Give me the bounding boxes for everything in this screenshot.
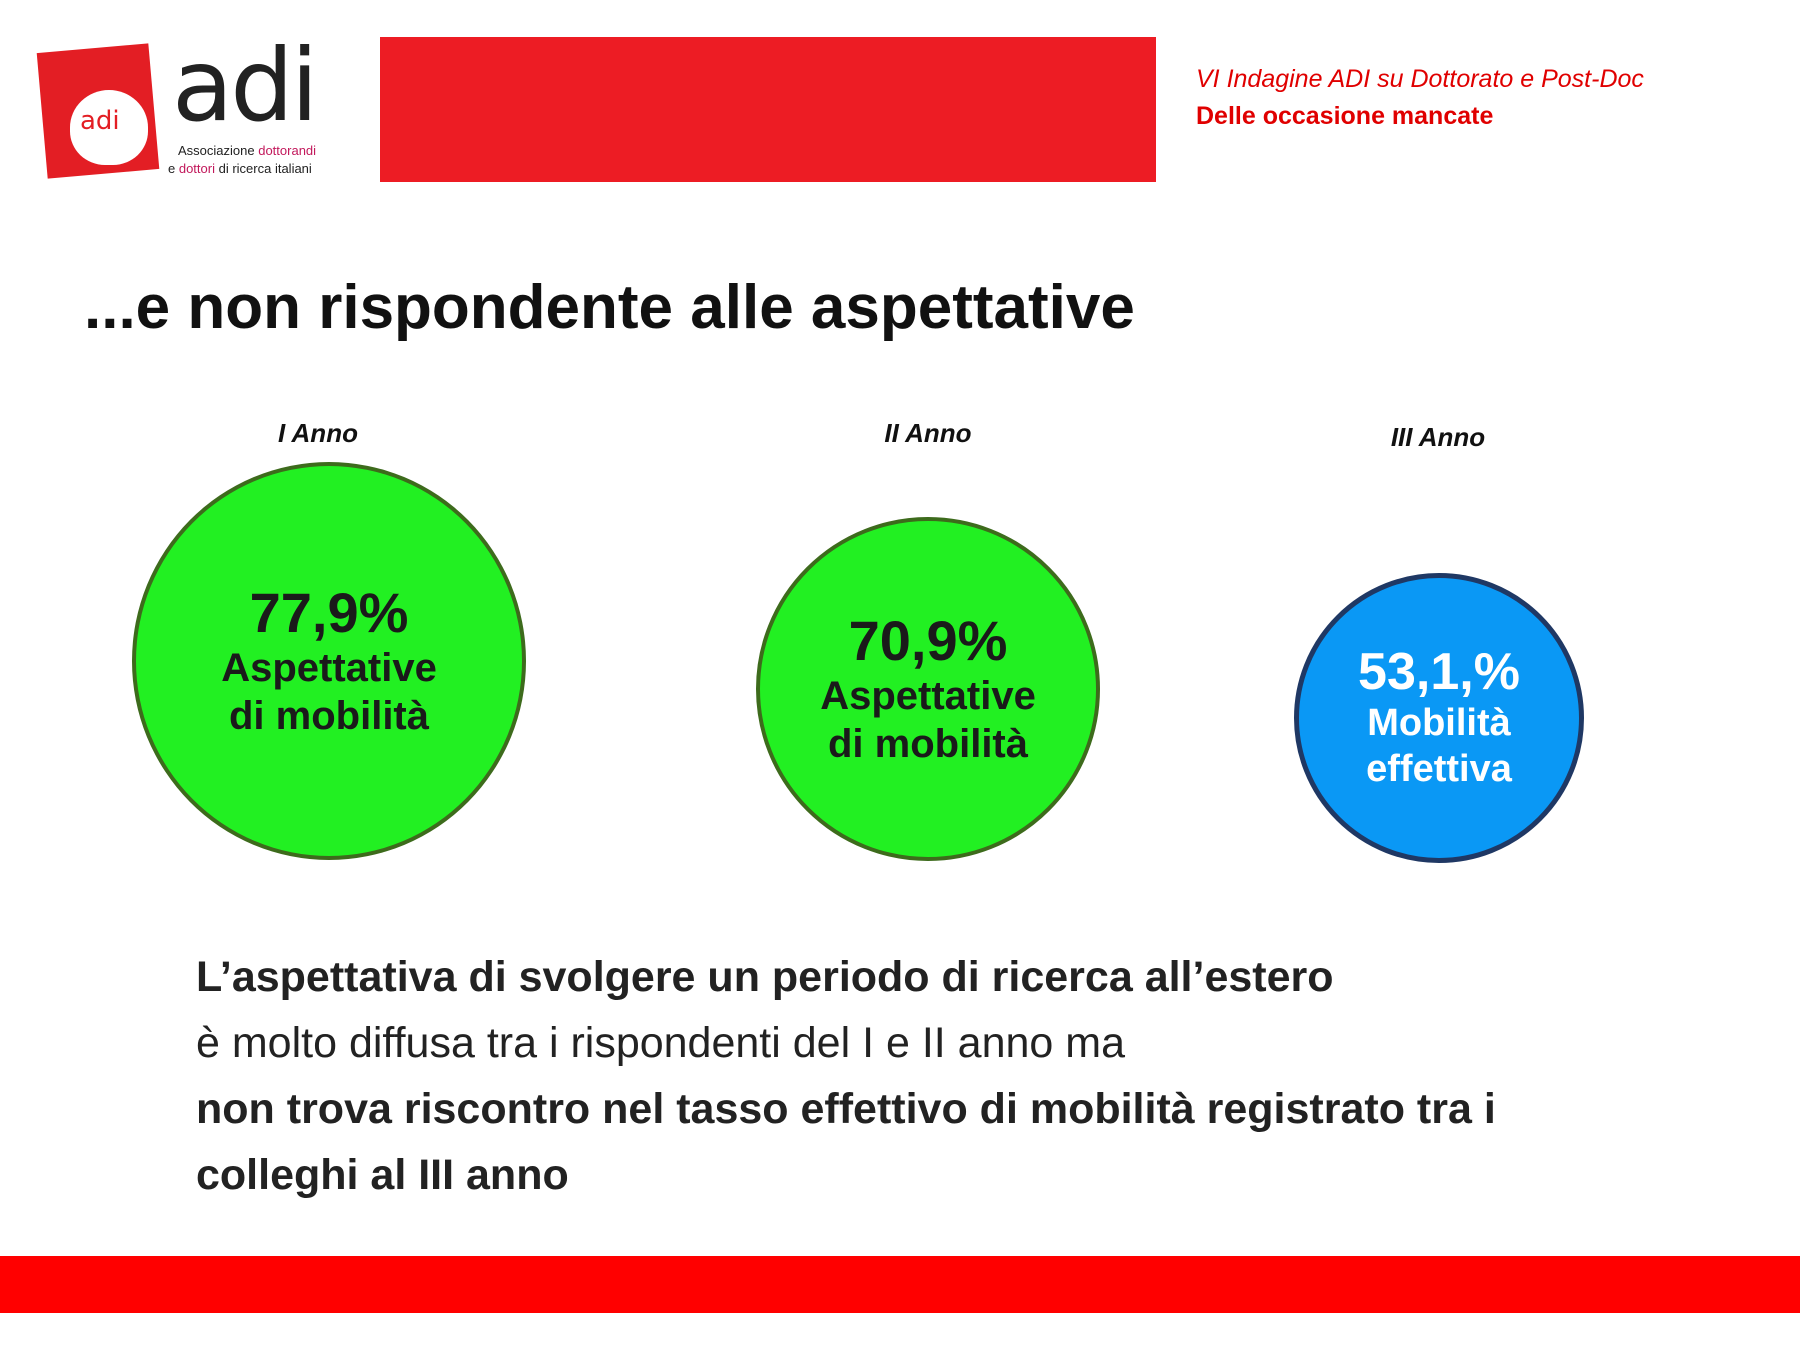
stat-circle-year-3: 53,1,% Mobilità effettiva: [1294, 573, 1584, 863]
conclusion-bold-1: L’aspettativa di svolgere un periodo di …: [196, 953, 1334, 1001]
year-label-1: I Anno: [278, 418, 358, 448]
stat-caption: di mobilità: [229, 693, 429, 738]
stat-caption: Aspettative: [221, 645, 437, 690]
stat-caption: Mobilità: [1367, 702, 1511, 744]
logo-wordmark: adi: [172, 27, 319, 144]
header-banner: [380, 37, 1156, 182]
stat-caption: di mobilità: [828, 721, 1028, 766]
logo-subtitle-line2: e dottori di ricerca italiani: [168, 161, 312, 176]
logo-sub-text: dottorandi: [258, 143, 317, 158]
logo-sub-text: e: [168, 161, 179, 176]
logo-sub-text: di ricerca italiani: [214, 161, 312, 176]
conclusion-bold-2: non trova riscontro nel tasso effettivo …: [196, 1085, 1496, 1199]
stat-value: 70,9%: [848, 609, 1008, 673]
conclusion-text: L’aspettativa di svolgere un periodo di …: [196, 944, 1646, 1208]
stat-value: 53,1,%: [1358, 642, 1520, 701]
year-label-3: III Anno: [1390, 422, 1486, 452]
slide-title: ...e non rispondente alle aspettative: [84, 273, 1135, 342]
stat-caption: Aspettative: [820, 673, 1036, 718]
logo-subtitle-line1: Associazione dottorandi: [178, 143, 316, 158]
logo-apple-text: adi: [80, 106, 120, 136]
logo-sub-text: dottori: [178, 161, 215, 176]
conclusion-normal: è molto diffusa tra i rispondenti del I …: [196, 1019, 1126, 1067]
stat-value: 77,9%: [249, 581, 409, 645]
survey-title: VI Indagine ADI su Dottorato e Post-Doc: [1196, 65, 1644, 93]
footer-bar: [0, 1256, 1800, 1313]
stat-caption: effettiva: [1366, 747, 1512, 790]
stat-circle-year-1: 77,9% Aspettative di mobilità: [132, 462, 526, 860]
apple-icon: [70, 90, 148, 165]
stat-circle-year-2: 70,9% Aspettative di mobilità: [756, 517, 1100, 861]
year-label-2: II Anno: [884, 418, 972, 448]
survey-subtitle: Delle occasione mancate: [1196, 102, 1494, 130]
logo-sub-text: Associazione: [178, 143, 259, 158]
